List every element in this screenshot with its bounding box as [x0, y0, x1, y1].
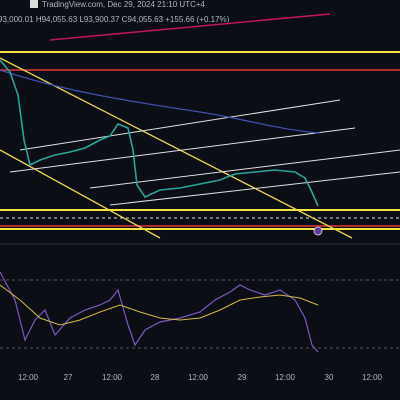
x-tick-label: 27 [64, 373, 73, 382]
x-tick-label: 29 [238, 373, 247, 382]
x-tick-label: 28 [151, 373, 160, 382]
logo [30, 0, 38, 8]
x-tick-label: 12:00 [275, 373, 296, 382]
rsi-line [0, 271, 319, 353]
channel-line [19, 99, 341, 151]
x-tick-label: 12:00 [188, 373, 209, 382]
channel-line [89, 149, 400, 189]
x-tick-label: 12:00 [362, 373, 383, 382]
channel-line [109, 171, 400, 206]
x-tick-label: 30 [325, 373, 334, 382]
trend-line [0, 57, 353, 239]
trend-line [0, 149, 161, 239]
trend-line [49, 13, 331, 41]
header-source: TradingView.com, Dec 29, 2024 21:10 UTC+… [42, 0, 206, 9]
event-marker [313, 226, 323, 236]
moving-average [0, 69, 321, 134]
price-line [0, 59, 319, 207]
header-ohlc: 93,000.01 H94,055.63 L93,900.37 C94,055.… [0, 15, 230, 24]
x-tick-label: 12:00 [102, 373, 123, 382]
rsi-ma-line [0, 284, 319, 326]
x-tick-label: 12:00 [18, 373, 39, 382]
channel-line [9, 127, 356, 173]
